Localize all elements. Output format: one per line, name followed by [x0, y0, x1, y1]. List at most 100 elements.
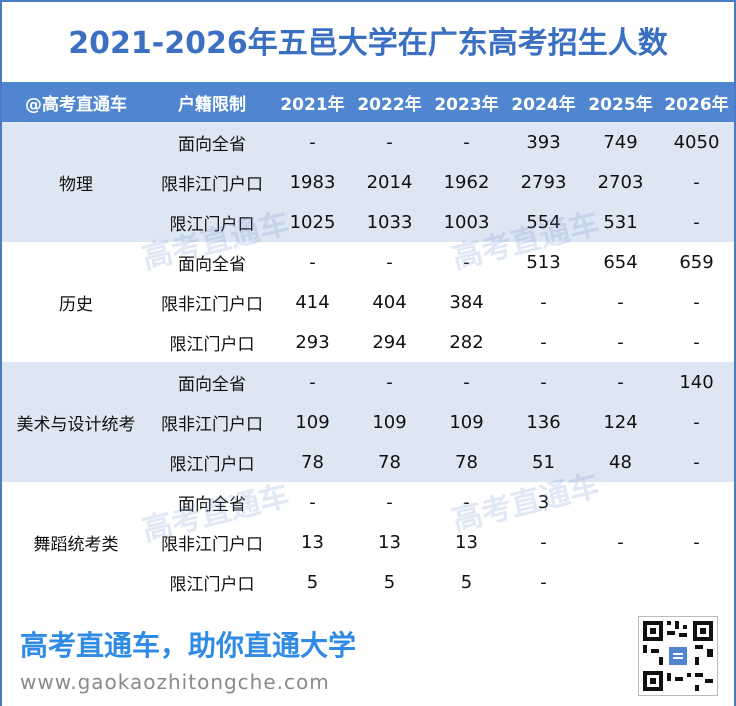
header-cell-2024: 2024年 — [505, 82, 582, 122]
value-cell: 654 — [582, 242, 659, 282]
value-cell — [659, 482, 734, 522]
value-cell: 393 — [505, 122, 582, 162]
header-cell-brand: @高考直通车 — [2, 82, 150, 122]
value-cell: - — [274, 242, 351, 282]
value-cell: 3 — [505, 482, 582, 522]
value-cell: - — [274, 482, 351, 522]
title-bar: 2021-2026年五邑大学在广东高考招生人数 — [2, 2, 734, 78]
residency-label: 限江门户口 — [150, 202, 274, 242]
value-cell: 1983 — [274, 162, 351, 202]
residency-label: 面向全省 — [150, 362, 274, 402]
value-cell: 140 — [659, 362, 734, 402]
value-cell: 48 — [582, 442, 659, 482]
value-cell — [582, 562, 659, 602]
value-cell: 749 — [582, 122, 659, 162]
value-cell: - — [274, 362, 351, 402]
header-cell-2025: 2025年 — [582, 82, 659, 122]
subject-label: 美术与设计统考 — [2, 362, 150, 482]
value-cell: 414 — [274, 282, 351, 322]
residency-label: 面向全省 — [150, 122, 274, 162]
value-cell — [659, 562, 734, 602]
subject-label: 舞蹈统考类 — [2, 482, 150, 602]
value-cell: 51 — [505, 442, 582, 482]
value-cell: 1962 — [428, 162, 505, 202]
qr-code-icon — [638, 616, 718, 696]
value-cell: 78 — [428, 442, 505, 482]
residency-label: 限非江门户口 — [150, 282, 274, 322]
value-cell: 384 — [428, 282, 505, 322]
value-cell: - — [351, 242, 428, 282]
admissions-table: @高考直通车 户籍限制 2021年 2022年 2023年 2024年 2025… — [2, 82, 734, 602]
value-cell: - — [505, 522, 582, 562]
footer-slogan: 高考直通车，助你直通大学 — [20, 624, 356, 664]
value-cell: 513 — [505, 242, 582, 282]
value-cell: 1003 — [428, 202, 505, 242]
value-cell: - — [659, 202, 734, 242]
value-cell: - — [351, 362, 428, 402]
table-row: 历史 面向全省 - - - 513 654 659 — [2, 242, 734, 282]
table-row: 美术与设计统考 面向全省 - - - - - 140 — [2, 362, 734, 402]
value-cell: 5 — [351, 562, 428, 602]
value-cell: 404 — [351, 282, 428, 322]
value-cell: - — [582, 282, 659, 322]
value-cell: 5 — [428, 562, 505, 602]
value-cell: - — [428, 362, 505, 402]
header-cell-2022: 2022年 — [351, 82, 428, 122]
value-cell: - — [659, 322, 734, 362]
value-cell: 109 — [428, 402, 505, 442]
value-cell: - — [505, 562, 582, 602]
value-cell: 1033 — [351, 202, 428, 242]
value-cell: - — [428, 482, 505, 522]
value-cell: 13 — [274, 522, 351, 562]
value-cell: 109 — [274, 402, 351, 442]
value-cell: - — [659, 282, 734, 322]
table-row: 物理 面向全省 - - - 393 749 4050 — [2, 122, 734, 162]
residency-label: 限江门户口 — [150, 442, 274, 482]
value-cell: 2793 — [505, 162, 582, 202]
table-header-row: @高考直通车 户籍限制 2021年 2022年 2023年 2024年 2025… — [2, 82, 734, 122]
value-cell: 4050 — [659, 122, 734, 162]
value-cell: - — [582, 322, 659, 362]
header-cell-2021: 2021年 — [274, 82, 351, 122]
page-title: 2021-2026年五邑大学在广东高考招生人数 — [68, 18, 667, 62]
value-cell: 13 — [351, 522, 428, 562]
value-cell: - — [274, 122, 351, 162]
value-cell: 78 — [274, 442, 351, 482]
value-cell: - — [505, 282, 582, 322]
value-cell: 294 — [351, 322, 428, 362]
residency-label: 限非江门户口 — [150, 402, 274, 442]
footer: 高考直通车，助你直通大学 www.gaokaozhitongche.com — [2, 602, 734, 706]
value-cell: 2703 — [582, 162, 659, 202]
value-cell: 659 — [659, 242, 734, 282]
table-row: 舞蹈统考类 面向全省 - - - 3 — [2, 482, 734, 522]
value-cell: 136 — [505, 402, 582, 442]
value-cell: 282 — [428, 322, 505, 362]
residency-label: 限非江门户口 — [150, 522, 274, 562]
value-cell: 293 — [274, 322, 351, 362]
value-cell: - — [505, 322, 582, 362]
value-cell: 531 — [582, 202, 659, 242]
value-cell: - — [659, 162, 734, 202]
footer-url[interactable]: www.gaokaozhitongche.com — [20, 670, 330, 694]
value-cell: 124 — [582, 402, 659, 442]
residency-label: 限非江门户口 — [150, 162, 274, 202]
value-cell: - — [428, 242, 505, 282]
value-cell: 78 — [351, 442, 428, 482]
subject-label: 历史 — [2, 242, 150, 362]
value-cell: 1025 — [274, 202, 351, 242]
residency-label: 限江门户口 — [150, 562, 274, 602]
qr-code-icon — [639, 617, 717, 695]
value-cell: - — [659, 402, 734, 442]
header-cell-2026: 2026年 — [659, 82, 734, 122]
value-cell: - — [351, 482, 428, 522]
value-cell — [582, 482, 659, 522]
value-cell: 2014 — [351, 162, 428, 202]
value-cell: - — [659, 522, 734, 562]
value-cell: - — [428, 122, 505, 162]
value-cell: 554 — [505, 202, 582, 242]
value-cell: 5 — [274, 562, 351, 602]
residency-label: 面向全省 — [150, 242, 274, 282]
value-cell: - — [351, 122, 428, 162]
residency-label: 限江门户口 — [150, 322, 274, 362]
